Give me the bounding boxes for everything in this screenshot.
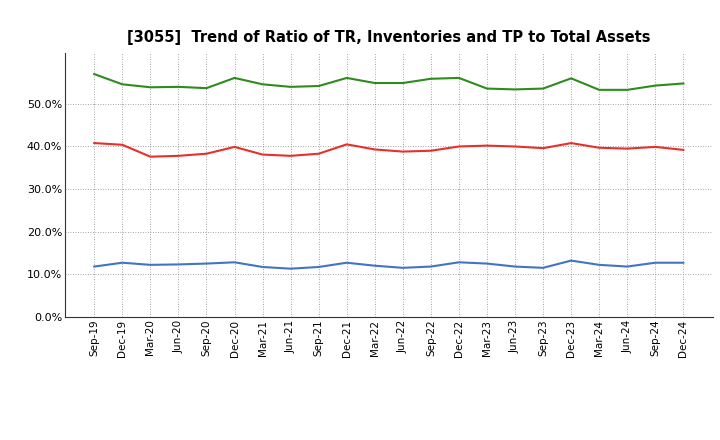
Trade Receivables (426, 148, 435, 154)
Trade Payables (454, 75, 463, 81)
Trade Payables (343, 75, 351, 81)
Trade Receivables (454, 144, 463, 149)
Trade Receivables (202, 151, 211, 156)
Inventories (343, 260, 351, 265)
Trade Payables (651, 83, 660, 88)
Inventories (623, 264, 631, 269)
Inventories (146, 262, 155, 268)
Inventories (679, 260, 688, 265)
Trade Receivables (567, 140, 575, 146)
Line: Trade Payables: Trade Payables (94, 74, 683, 90)
Trade Receivables (651, 144, 660, 150)
Trade Receivables (510, 144, 519, 149)
Inventories (118, 260, 127, 265)
Line: Inventories: Inventories (94, 260, 683, 269)
Trade Payables (146, 84, 155, 90)
Inventories (651, 260, 660, 265)
Trade Payables (118, 82, 127, 87)
Trade Payables (202, 85, 211, 91)
Inventories (510, 264, 519, 269)
Inventories (567, 258, 575, 263)
Inventories (90, 264, 99, 269)
Trade Payables (174, 84, 183, 89)
Trade Payables (258, 82, 267, 87)
Trade Receivables (90, 140, 99, 146)
Trade Receivables (623, 146, 631, 151)
Inventories (426, 264, 435, 269)
Trade Receivables (343, 142, 351, 147)
Trade Payables (398, 81, 407, 86)
Trade Receivables (539, 146, 547, 151)
Inventories (287, 266, 295, 271)
Trade Payables (510, 87, 519, 92)
Trade Receivables (287, 153, 295, 158)
Inventories (371, 263, 379, 268)
Inventories (595, 262, 603, 268)
Trade Receivables (482, 143, 491, 148)
Trade Payables (287, 84, 295, 89)
Inventories (258, 264, 267, 270)
Trade Payables (679, 81, 688, 86)
Trade Payables (567, 76, 575, 81)
Title: [3055]  Trend of Ratio of TR, Inventories and TP to Total Assets: [3055] Trend of Ratio of TR, Inventories… (127, 29, 651, 45)
Line: Trade Receivables: Trade Receivables (94, 143, 683, 157)
Trade Payables (230, 75, 239, 81)
Inventories (398, 265, 407, 271)
Trade Payables (595, 87, 603, 92)
Trade Payables (426, 76, 435, 81)
Trade Receivables (174, 153, 183, 158)
Trade Payables (539, 86, 547, 91)
Inventories (454, 260, 463, 265)
Trade Receivables (258, 152, 267, 157)
Inventories (482, 261, 491, 266)
Trade Receivables (146, 154, 155, 159)
Trade Receivables (118, 142, 127, 147)
Trade Payables (90, 71, 99, 77)
Trade Receivables (230, 144, 239, 150)
Trade Payables (371, 81, 379, 86)
Trade Receivables (315, 151, 323, 156)
Inventories (174, 262, 183, 267)
Inventories (539, 265, 547, 271)
Inventories (230, 260, 239, 265)
Inventories (202, 261, 211, 266)
Inventories (315, 264, 323, 270)
Trade Receivables (595, 145, 603, 150)
Trade Payables (315, 83, 323, 88)
Trade Payables (482, 86, 491, 91)
Trade Payables (623, 87, 631, 92)
Trade Receivables (679, 147, 688, 153)
Trade Receivables (398, 149, 407, 154)
Trade Receivables (371, 147, 379, 152)
